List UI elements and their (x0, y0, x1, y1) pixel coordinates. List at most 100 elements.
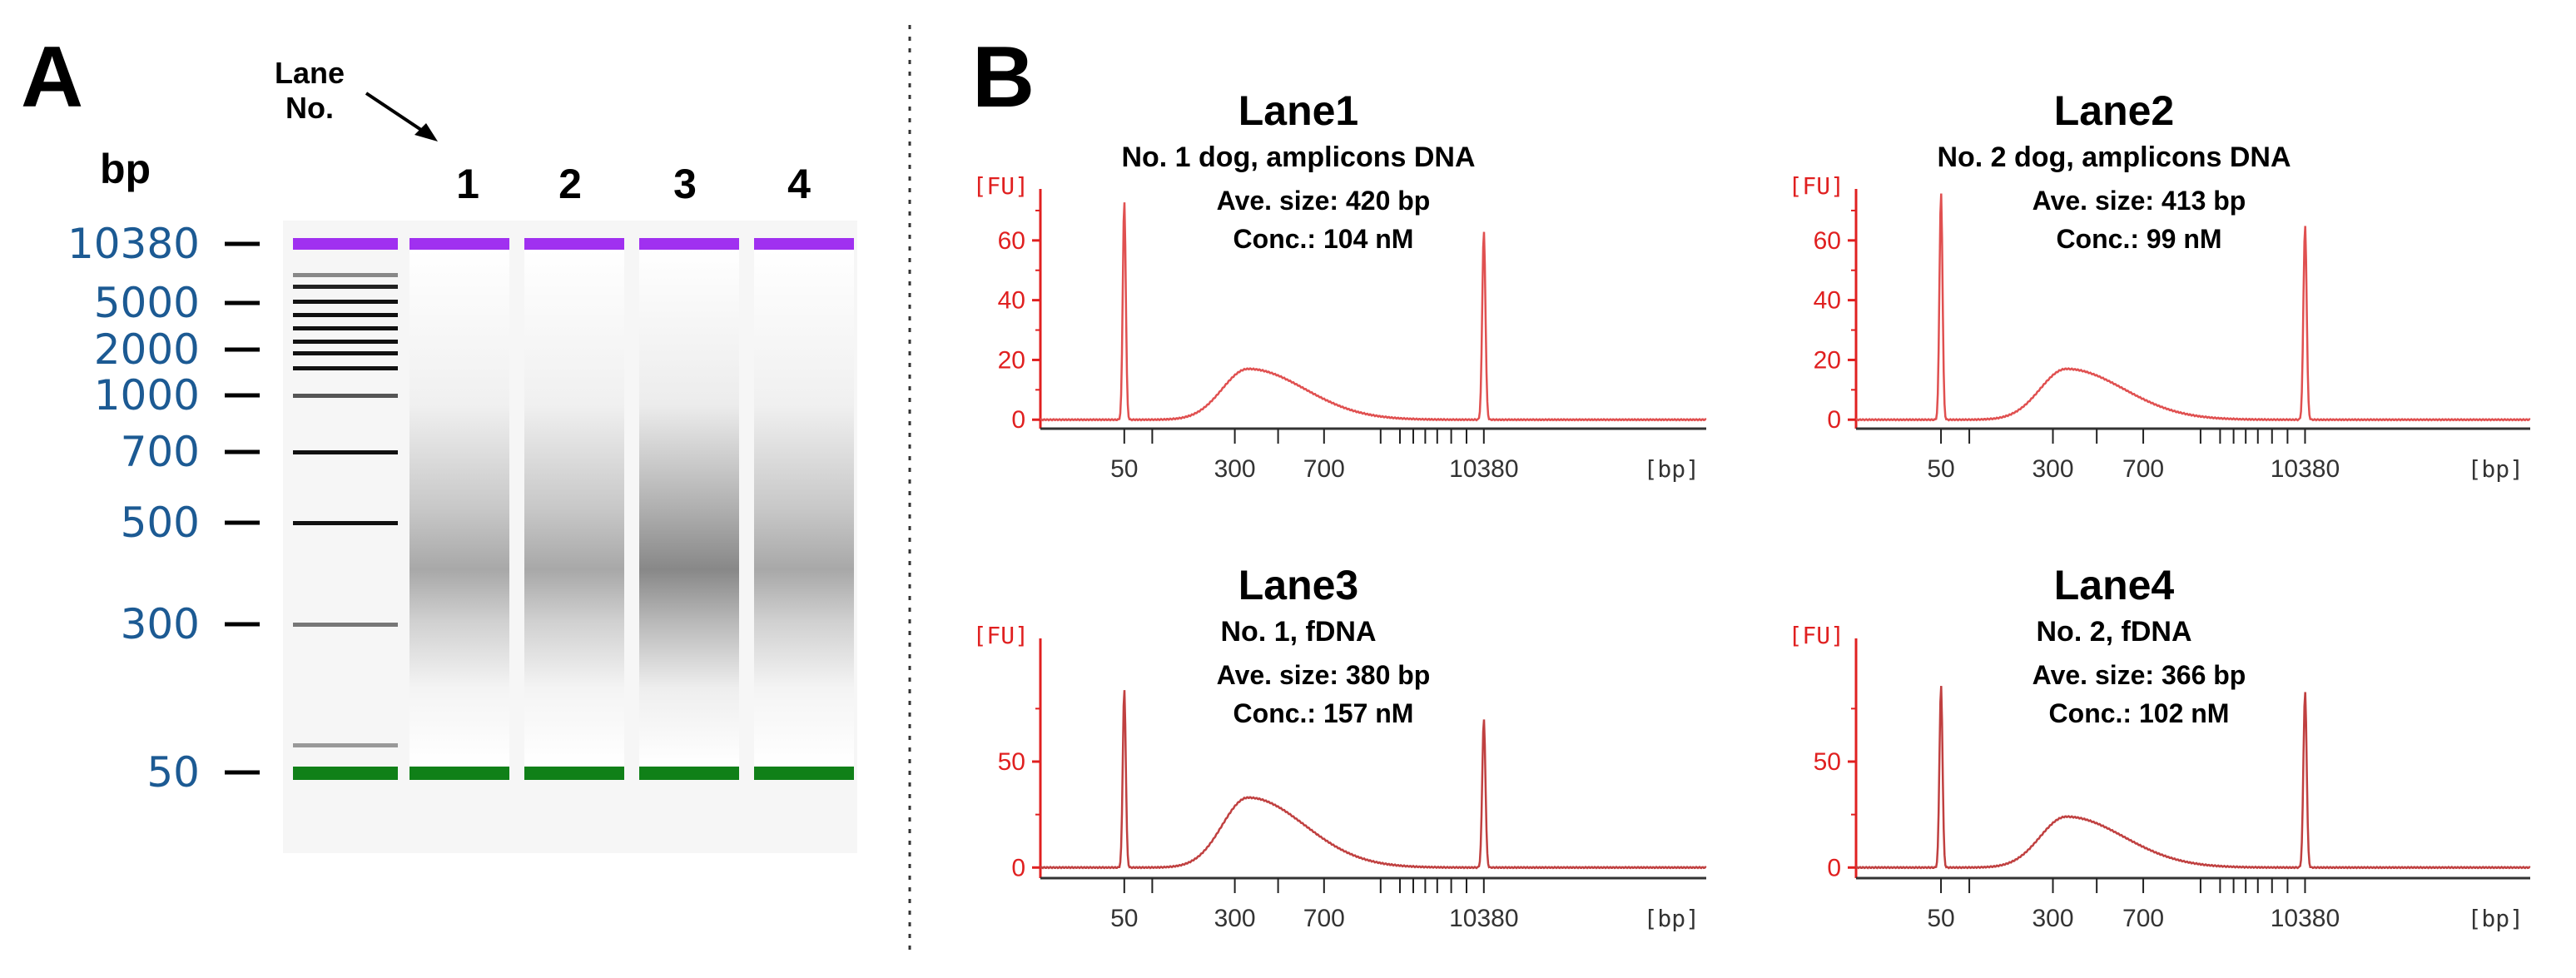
y-tick-label: 50 (998, 748, 1025, 776)
ladder-upper-marker (293, 238, 398, 250)
ave-size-annotation: Ave. size: 420 bp (1217, 186, 1431, 216)
conc-annotation: Conc.: 99 nM (2056, 224, 2221, 254)
conc-annotation: Conc.: 104 nM (1233, 224, 1414, 254)
ladder-label: 10380 (67, 220, 200, 268)
ladder-label: 1000 (94, 371, 200, 419)
y-axis-label: [FU] (973, 172, 1029, 200)
y-tick-label: 60 (1814, 227, 1841, 255)
ladder-band (293, 394, 398, 398)
x-tick-label: 700 (1303, 455, 1345, 483)
y-axis-label: [FU] (1789, 622, 1844, 649)
ladder-band (293, 450, 398, 454)
y-tick-label: 60 (998, 227, 1025, 255)
chart-lane1: Lane1 No. 1 dog, amplicons DNA Ave. size: … (973, 87, 1707, 483)
x-tick-label: 10380 (1449, 905, 1518, 932)
ladder-lower-marker (293, 767, 398, 780)
ladder-label: 700 (121, 428, 200, 476)
ladder-band (293, 313, 398, 317)
x-tick-label: 700 (1303, 905, 1345, 932)
ave-size-annotation: Ave. size: 366 bp (2033, 660, 2246, 690)
electropherogram-trace (1040, 690, 1707, 870)
electropherogram-trace (1040, 202, 1707, 422)
y-tick-label: 0 (1011, 854, 1025, 881)
chart-title: Lane4 (2054, 562, 2175, 608)
y-axis-label: [FU] (1789, 172, 1844, 200)
ladder-band (293, 366, 398, 370)
lane-smear (409, 250, 509, 766)
y-tick-label: 20 (1814, 346, 1841, 374)
x-axis-label: [bp] (2468, 905, 2524, 932)
ladder-label: 50 (146, 748, 200, 797)
lane-lower-marker (639, 767, 739, 780)
chart-title: Lane3 (1238, 562, 1359, 608)
lane-upper-marker (639, 238, 739, 250)
lane-smear (639, 250, 739, 766)
x-tick-label: 300 (1214, 905, 1256, 932)
electropherogram-trace (1855, 686, 2531, 870)
ladder-band (293, 326, 398, 330)
y-tick-label: 0 (1827, 854, 1841, 881)
x-tick-label: 10380 (2271, 905, 2340, 932)
lane-upper-marker (754, 238, 854, 250)
chart-subtitle: No. 1, fDNA (1221, 616, 1377, 648)
x-tick-label: 50 (1110, 905, 1138, 932)
x-tick-label: 300 (1214, 455, 1256, 483)
ladder-band (293, 521, 398, 525)
ladder-label: 300 (121, 600, 200, 648)
y-tick-label: 50 (1814, 748, 1841, 776)
x-tick-label: 50 (1927, 455, 1954, 483)
lane-number: 2 (558, 161, 582, 207)
chart-subtitle: No. 1 dog, amplicons DNA (1121, 141, 1475, 173)
x-tick-label: 10380 (1449, 455, 1518, 483)
electropherogram-charts: Lane1 No. 1 dog, amplicons DNA Ave. size: … (973, 87, 2531, 932)
lane-lower-marker (754, 767, 854, 780)
chart-lane2: Lane2 No. 2 dog, amplicons DNA Ave. size: … (1789, 87, 2531, 483)
ladder-label: 2000 (94, 325, 200, 374)
electropherogram-trace (1855, 193, 2531, 422)
x-tick-label: 700 (2122, 455, 2164, 483)
chart-title: Lane1 (1238, 87, 1359, 134)
x-axis-label: [bp] (1644, 455, 1700, 483)
x-tick-label: 50 (1110, 455, 1138, 483)
ladder-band (293, 623, 398, 627)
x-tick-label: 50 (1927, 905, 1954, 932)
ave-size-annotation: Ave. size: 380 bp (1217, 660, 1431, 690)
conc-annotation: Conc.: 102 nM (2049, 698, 2230, 728)
chart-lane4: Lane4 No. 2, fDNA Ave. size: 366 bp Conc.: … (1789, 562, 2531, 932)
x-axis-label: [bp] (1644, 905, 1700, 932)
lane-lower-marker (409, 767, 509, 780)
lane-smear (524, 250, 624, 766)
chart-subtitle: No. 2, fDNA (2037, 616, 2192, 648)
chart-lane3: Lane3 No. 1, fDNA Ave. size: 380 bp Conc.: … (973, 562, 1707, 932)
bp-axis-label: bp (100, 146, 151, 192)
lane-number: 3 (673, 161, 697, 207)
lane-smear (754, 250, 854, 766)
x-axis-label: [bp] (2468, 455, 2524, 483)
y-tick-label: 20 (998, 346, 1025, 374)
chart-subtitle: No. 2 dog, amplicons DNA (1937, 141, 2291, 173)
ladder-band (293, 285, 398, 289)
y-tick-label: 40 (998, 287, 1025, 315)
ladder-band (293, 743, 398, 747)
conc-annotation: Conc.: 157 nM (1233, 698, 1414, 728)
x-tick-label: 300 (2032, 455, 2073, 483)
ladder-band (293, 351, 398, 355)
panel-b-letter: B (972, 29, 1035, 126)
ladder-band (293, 273, 398, 277)
ladder-band (293, 300, 398, 304)
panel-a-letter: A (21, 29, 83, 126)
lane-upper-marker (409, 238, 509, 250)
lane-number: 4 (787, 161, 811, 207)
lane-lower-marker (524, 767, 624, 780)
y-tick-label: 0 (1827, 406, 1841, 434)
x-tick-label: 10380 (2271, 455, 2340, 483)
chart-title: Lane2 (2054, 87, 2175, 134)
y-tick-label: 0 (1011, 406, 1025, 434)
lane-header-line2: No. (285, 91, 334, 125)
lane-upper-marker (524, 238, 624, 250)
y-tick-label: 40 (1814, 287, 1841, 315)
lane-header-arrow (365, 92, 438, 141)
ladder-label: 500 (121, 499, 200, 547)
